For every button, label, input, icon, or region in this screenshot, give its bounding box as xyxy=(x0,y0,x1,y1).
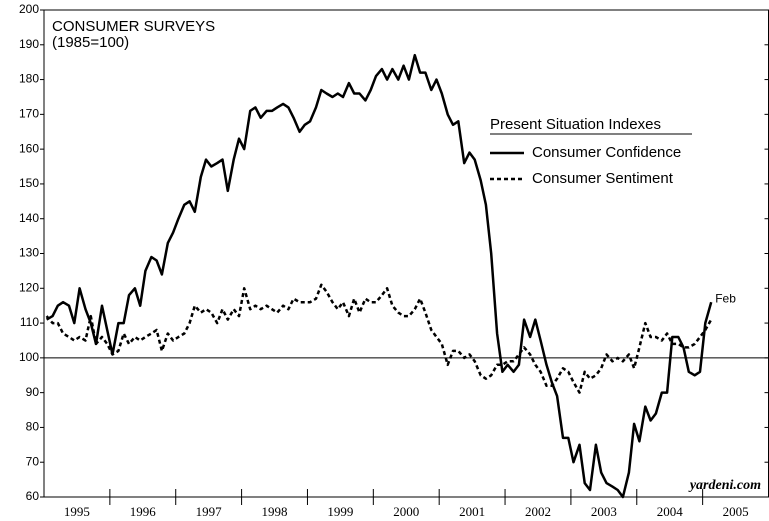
x-tick-label: 2002 xyxy=(525,504,551,519)
y-tick-label: 170 xyxy=(19,107,39,121)
y-tick-label: 90 xyxy=(26,385,40,399)
legend-label: Consumer Sentiment xyxy=(532,170,674,187)
x-tick-label: 2005 xyxy=(723,504,749,519)
y-tick-label: 60 xyxy=(26,489,40,503)
x-tick-label: 1995 xyxy=(64,504,90,519)
chart-subtitle: (1985=100) xyxy=(52,34,129,51)
x-tick-label: 1998 xyxy=(262,504,288,519)
y-tick-label: 180 xyxy=(19,72,39,86)
y-tick-label: 150 xyxy=(19,176,39,190)
y-tick-label: 100 xyxy=(19,350,39,364)
y-tick-label: 120 xyxy=(19,280,39,294)
y-tick-label: 140 xyxy=(19,211,39,225)
series-line xyxy=(45,283,713,394)
annotation: Feb xyxy=(715,291,736,305)
x-tick-label: 1997 xyxy=(196,504,223,519)
x-tick-label: 2004 xyxy=(657,504,684,519)
y-tick-label: 70 xyxy=(26,454,40,468)
y-tick-label: 130 xyxy=(19,246,39,260)
legend-label: Consumer Confidence xyxy=(532,144,681,161)
x-tick-label: 2000 xyxy=(393,504,419,519)
x-tick-label: 1999 xyxy=(327,504,353,519)
chart-title: CONSUMER SURVEYS xyxy=(52,18,215,35)
y-tick-label: 80 xyxy=(26,420,40,434)
plot-frame xyxy=(43,9,769,498)
x-tick-label: 2001 xyxy=(459,504,485,519)
x-tick-label: 1996 xyxy=(130,504,157,519)
y-tick-label: 110 xyxy=(20,315,39,329)
y-tick-label: 200 xyxy=(19,2,39,16)
series-line xyxy=(45,53,713,499)
y-tick-label: 190 xyxy=(19,37,39,51)
legend-title: Present Situation Indexes xyxy=(490,116,661,133)
y-tick-label: 160 xyxy=(19,141,39,155)
x-tick-label: 2003 xyxy=(591,504,617,519)
source: yardeni.com xyxy=(688,478,761,493)
